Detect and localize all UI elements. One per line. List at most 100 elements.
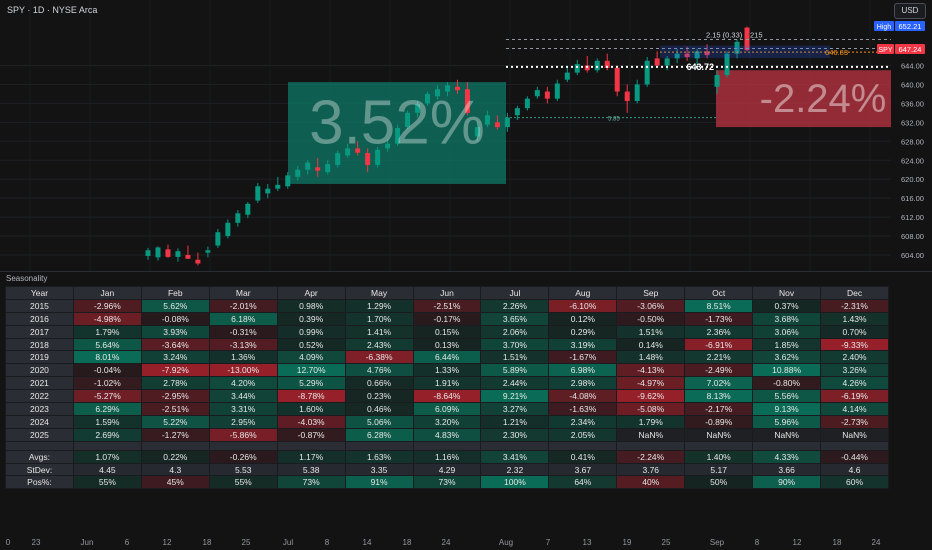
return-cell: 8.51% [684,298,754,313]
time-axis[interactable]: 0 23 Jun 6 12 18 25 Jul 8 14 18 24 Aug 7 13 19 25 Sep 8 12 1… [0,536,932,550]
last-value-bg [895,44,925,54]
candle-body [215,232,221,246]
column-header: Sep [616,286,686,300]
time-tick-label: Jun [80,538,94,547]
candlestick-chart-svg[interactable]: 3.52% -2.24% 2.15 (0.33) 215 5.85 643.72 644.0… [0,0,932,272]
return-cell: -1.27% [140,427,210,442]
return-cell: 2.21% [684,350,754,365]
time-tick-label: Aug [498,538,514,547]
return-cell: -8.64% [412,389,482,404]
time-tick-label: Jul [282,538,294,547]
return-cell: 0.70% [820,324,889,339]
return-cell: 1.33% [412,363,482,378]
spacer-cell [480,440,550,451]
year-cell: 2017 [5,324,74,339]
return-cell: 2.34% [548,414,618,429]
currency-button[interactable]: USD [894,3,926,19]
year-cell: 2024 [5,414,74,429]
return-cell: 2.95% [208,414,278,429]
time-tick-label: 12 [792,538,802,547]
table-spacer-row [5,440,889,451]
loss-percent-label: -2.24% [760,77,887,121]
return-cell: 6.28% [344,427,414,442]
return-cell: NaN% [752,427,822,442]
time-tick-label: 14 [362,538,372,547]
return-cell: -13.00% [208,363,278,378]
return-cell: 5.29% [276,376,346,391]
return-cell: 3.27% [480,402,550,416]
return-cell: 3.70% [480,337,550,352]
high-value-label: 652.21 [899,22,922,31]
stats-row: Avgs: 1.07% 0.22% -0.26% 1.17% 1.63% 1.16% 3.41… [5,449,889,464]
price-chart[interactable]: 3.52% -2.24% 2.15 (0.33) 215 5.85 643.72 644.0… [0,0,932,272]
stats-value-cell: 1.07% [72,449,142,464]
return-cell: 6.44% [412,350,482,365]
return-cell: 1.41% [344,324,414,339]
candle-body [634,84,640,102]
top-annotation-label: 2.15 (0.33) [706,31,743,40]
time-tick-label: 19 [622,538,632,547]
time-tick-label: 8 [754,538,760,547]
year-cell: 2021 [5,376,74,391]
stats-label-cell: StDev: [5,462,74,477]
stats-value-cell: 4.33% [752,449,822,464]
return-cell: -1.63% [548,402,618,416]
return-cell: -2.95% [140,389,210,404]
column-header: Aug [548,286,618,300]
candle-body [654,58,660,66]
candle-body [145,250,151,256]
return-cell: 3.24% [140,350,210,365]
return-cell: 3.06% [752,324,822,339]
seasonality-table: Year Jan Feb Mar Apr May Jun Jul Aug Sep Oct Nov Dec… [5,286,889,490]
return-cell: -0.08% [140,311,210,326]
return-cell: 2.69% [72,427,142,442]
stats-label-cell: Pos%: [5,475,74,490]
price-tick-label: 604.00 [901,251,924,260]
return-cell: 3.44% [208,389,278,404]
candle-body [315,167,321,171]
return-cell: 5.64% [72,337,142,352]
candle-body [614,67,620,92]
time-tick-label: 0 [5,538,11,547]
candle-body [504,117,510,128]
time-tick-label: 18 [832,538,842,547]
return-cell: 6.09% [412,402,482,416]
return-cell: 1.29% [344,298,414,313]
return-cell: -6.19% [820,389,889,404]
candle-body [604,60,610,68]
return-cell: -9.33% [820,337,889,352]
return-cell: -4.13% [616,363,686,378]
candle-body [445,85,450,92]
return-cell: NaN% [684,427,754,442]
return-cell: -2.17% [684,402,754,416]
return-cell: 1.59% [72,414,142,429]
price-tick-label: 624.00 [901,156,924,165]
symbol-title[interactable]: SPY · 1D · NYSE Arca [7,5,98,15]
return-cell: 2.43% [344,337,414,352]
return-cell: 10.88% [752,363,822,378]
table-row: 2018 5.64% -3.64% -3.13% 0.52% 2.43% 0.13% 3.70… [5,337,889,352]
return-cell: -0.31% [208,324,278,339]
year-cell: 2018 [5,337,74,352]
stats-row: Pos%: 55% 45% 55% 73% 91% 73% 100% 64% 40% 50% 90% 6… [5,475,889,490]
candle-body [225,222,231,237]
return-cell: -0.04% [72,363,142,378]
spacer-cell [276,440,346,451]
stats-value-cell: 73% [412,475,482,490]
return-cell: 8.13% [684,389,754,404]
candle-body [524,98,530,109]
candle-body [365,153,371,165]
spacer-cell [616,440,686,451]
return-cell: 4.76% [344,363,414,378]
column-header: May [344,286,414,300]
return-cell: 6.18% [208,311,278,326]
stats-value-cell: 91% [344,475,414,490]
price-tick-label: 644.00 [901,62,924,71]
stats-value-cell: 64% [548,475,618,490]
candle-body [295,169,301,177]
high-tag-bg [874,21,894,31]
year-cell: 2022 [5,389,74,404]
candle-body [724,53,730,75]
return-cell: -2.96% [72,298,142,313]
stats-value-cell: 4.45 [72,462,142,477]
